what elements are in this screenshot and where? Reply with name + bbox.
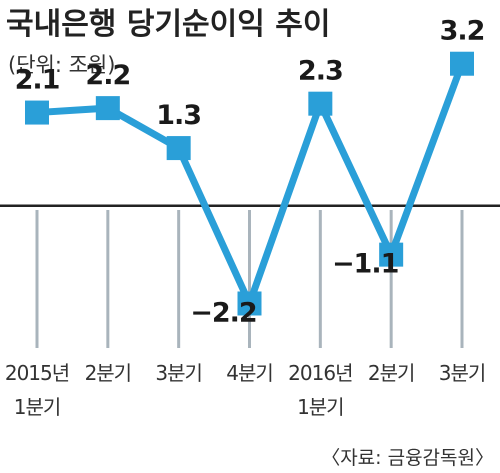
data-point-marker — [450, 51, 474, 76]
x-tick-label: 1분기 — [297, 395, 344, 419]
data-label: 1.3 — [156, 100, 201, 131]
x-tick-label: 3분기 — [155, 361, 202, 385]
x-tick-label: 2분기 — [368, 361, 415, 385]
x-tick-label: 1분기 — [14, 395, 61, 419]
data-point-marker — [379, 242, 404, 267]
vertical-grid — [35, 210, 464, 348]
x-tick-label: 2016년 — [288, 361, 352, 385]
data-label: −2.2 — [190, 297, 256, 328]
source-note: 〈자료: 금융감독원〉 — [321, 447, 494, 469]
x-tick-label: 3분기 — [439, 361, 486, 385]
x-tick-label: 2015년 — [5, 361, 69, 385]
x-tick-label: 2분기 — [85, 361, 132, 385]
data-point-marker — [308, 91, 333, 116]
data-markers — [25, 51, 474, 316]
data-point-marker — [95, 96, 120, 121]
data-point-marker — [166, 136, 191, 161]
unit-label: (단위: 조원) — [8, 53, 115, 77]
data-label: −1.1 — [332, 249, 398, 280]
x-axis-ticks: 2015년 1분기 2분기 3분기 4분기 2016년 1분기 2분기 3분기 — [5, 361, 486, 419]
data-label: 3.2 — [440, 16, 485, 47]
data-label: 2.2 — [85, 60, 130, 91]
data-labels: 2.1 2.2 1.3 −2.2 2.3 −1.1 3.2 — [15, 16, 486, 329]
data-point-marker — [237, 291, 262, 316]
chart-title: 국내은행 당기순이익 추이 — [6, 7, 331, 42]
x-tick-label: 4분기 — [226, 361, 273, 385]
data-label: 2.3 — [298, 56, 343, 87]
data-label: 2.1 — [15, 65, 60, 96]
data-point-marker — [25, 100, 49, 125]
